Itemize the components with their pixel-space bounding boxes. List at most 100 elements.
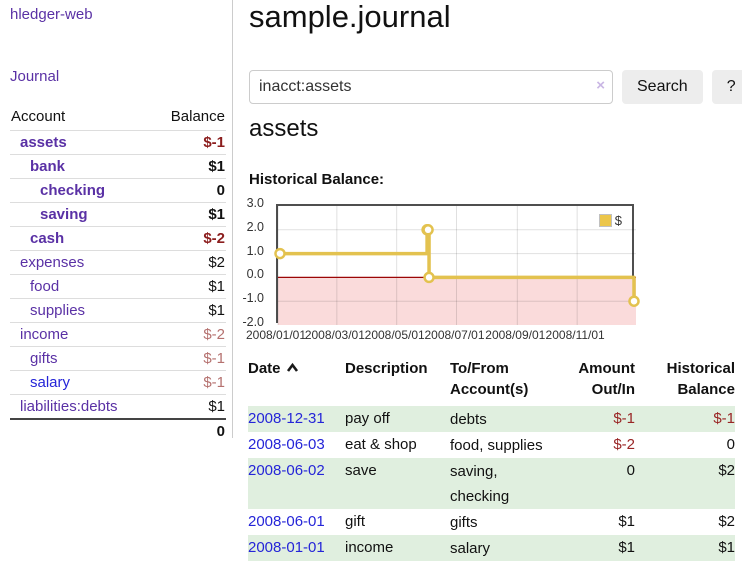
y-axis-tick-label: -1.0 bbox=[242, 291, 264, 306]
account-row: saving $1 bbox=[10, 203, 226, 227]
search-input[interactable] bbox=[249, 70, 613, 104]
account-balance: $1 bbox=[208, 398, 225, 415]
register-col-amount: Amount Out/In bbox=[578, 360, 635, 398]
register-row: 2008-01-01 income salary $1 $1 bbox=[248, 535, 735, 561]
y-axis-tick-label: 0.0 bbox=[246, 267, 264, 282]
account-link-bank[interactable]: bank bbox=[30, 158, 66, 175]
account-balance: $1 bbox=[208, 302, 225, 319]
account-row: cash $-2 bbox=[10, 227, 226, 251]
register-col-account: To/From Account(s) bbox=[450, 360, 529, 398]
account-row: bank $1 bbox=[10, 155, 226, 179]
account-link-liabilities-debts[interactable]: liabilities:debts bbox=[20, 398, 118, 415]
account-balance: $-1 bbox=[203, 350, 225, 367]
transaction-balance: 0 bbox=[726, 436, 735, 453]
chart-x-axis: 2008/01/01 2008/03/01 2008/05/01 2008/07/01… bbox=[246, 328, 634, 344]
account-balance: 0 bbox=[216, 182, 225, 199]
register-rows: 2008-12-31 pay off debts $-1 $-1 2008-06-03 ea… bbox=[248, 406, 735, 561]
account-link-assets[interactable]: assets bbox=[20, 134, 67, 151]
transaction-balance: $2 bbox=[718, 462, 735, 479]
clear-search-icon[interactable]: × bbox=[596, 77, 605, 94]
account-link-expenses[interactable]: expenses bbox=[20, 254, 85, 271]
transaction-balance: $-1 bbox=[713, 410, 735, 427]
account-link-supplies[interactable]: supplies bbox=[30, 302, 86, 319]
search-box: × bbox=[249, 70, 613, 104]
y-axis-tick-label: 2.0 bbox=[246, 219, 264, 234]
register-col-description: Description bbox=[345, 360, 428, 377]
y-axis-tick-label: 1.0 bbox=[246, 243, 264, 258]
account-link-salary[interactable]: salary bbox=[30, 374, 71, 391]
transaction-date: 2008-12-31 bbox=[248, 406, 345, 432]
transaction-date: 2008-06-02 bbox=[248, 458, 345, 509]
accounts-total-value: 0 bbox=[216, 423, 225, 440]
account-row: assets $-1 bbox=[10, 131, 226, 155]
account-balance: $-1 bbox=[203, 134, 225, 151]
transaction-date: 2008-01-01 bbox=[248, 535, 345, 561]
y-axis-tick-label: -2.0 bbox=[242, 315, 264, 329]
account-link-cash[interactable]: cash bbox=[30, 230, 65, 247]
accounts-total-row: 0 bbox=[10, 418, 226, 444]
account-link-saving[interactable]: saving bbox=[40, 206, 88, 223]
account-link-income[interactable]: income bbox=[20, 326, 69, 343]
page-title: sample.journal bbox=[249, 0, 451, 34]
transaction-date-link[interactable]: 2008-06-03 bbox=[248, 436, 325, 453]
account-balance: $1 bbox=[208, 206, 225, 223]
accounts-table-header: Account Balance bbox=[10, 104, 226, 131]
transaction-accounts: debts bbox=[450, 411, 487, 428]
chart-y-axis: 3.0 2.0 1.0 0.0 -1.0 -2.0 bbox=[232, 196, 270, 329]
x-axis-tick-label: 2008/09/01 bbox=[485, 328, 546, 342]
transaction-accounts: gifts bbox=[450, 514, 478, 531]
transaction-date-link[interactable]: 2008-12-31 bbox=[248, 410, 325, 427]
transaction-amount: $1 bbox=[618, 513, 635, 530]
transaction-balance: $2 bbox=[718, 513, 735, 530]
x-axis-tick-label: 2008/03/01 bbox=[304, 328, 365, 342]
transaction-date-link[interactable]: 2008-01-01 bbox=[248, 539, 325, 556]
x-axis-tick-label: 2008/05/01 bbox=[364, 328, 425, 342]
transaction-description: eat & shop bbox=[345, 436, 417, 453]
transaction-amount: $-2 bbox=[613, 436, 635, 453]
transaction-description: income bbox=[345, 539, 394, 556]
register-header: Date Description To/From Account(s) Amou… bbox=[248, 358, 735, 400]
transaction-description: gift bbox=[345, 513, 366, 530]
chart-legend: $ bbox=[598, 213, 622, 228]
sidebar-item-journal[interactable]: Journal bbox=[10, 68, 60, 85]
transaction-accounts: saving, checking bbox=[450, 463, 510, 505]
search-help-button[interactable]: ? bbox=[711, 70, 742, 104]
register-col-balance: Historical Balance bbox=[666, 360, 735, 398]
search-form: × Search ? bbox=[249, 70, 742, 104]
account-row: income $-2 bbox=[10, 323, 226, 347]
transaction-date: 2008-06-03 bbox=[248, 432, 345, 458]
account-link-checking[interactable]: checking bbox=[40, 182, 106, 199]
accounts-rows: assets $-1 bank $1 checking 0 saving $1 cash $-2 e… bbox=[10, 131, 226, 418]
transaction-description: pay off bbox=[345, 410, 390, 427]
sidebar: hledger-web Journal Account Balance asse… bbox=[0, 0, 233, 440]
search-button[interactable]: Search bbox=[622, 70, 703, 104]
transaction-balance: $1 bbox=[718, 539, 735, 556]
transaction-amount: $-1 bbox=[613, 410, 635, 427]
chart-plot-area bbox=[274, 206, 640, 325]
register-col-date-label: Date bbox=[248, 360, 281, 377]
y-axis-tick-label: 3.0 bbox=[246, 196, 264, 210]
legend-label: $ bbox=[614, 213, 622, 228]
account-link-gifts[interactable]: gifts bbox=[30, 350, 58, 367]
x-axis-tick-label: 2008/11/01 bbox=[545, 328, 605, 342]
sort-ascending-icon bbox=[286, 362, 298, 372]
transaction-date-link[interactable]: 2008-06-02 bbox=[248, 462, 325, 479]
account-row: salary $-1 bbox=[10, 371, 226, 395]
account-row: liabilities:debts $1 bbox=[10, 395, 226, 418]
transaction-amount: $1 bbox=[618, 539, 635, 556]
account-balance: $2 bbox=[208, 254, 225, 271]
brand-link[interactable]: hledger-web bbox=[10, 6, 93, 23]
x-axis-tick-label: 2008/07/01 bbox=[424, 328, 485, 342]
register-row: 2008-12-31 pay off debts $-1 $-1 bbox=[248, 406, 735, 432]
account-balance: $-2 bbox=[203, 326, 225, 343]
transaction-date-link[interactable]: 2008-06-01 bbox=[248, 513, 325, 530]
account-link-food[interactable]: food bbox=[30, 278, 60, 295]
x-axis-tick-label: 2008/01/01 bbox=[245, 328, 307, 342]
register-col-date[interactable]: Date bbox=[248, 358, 345, 400]
account-row: supplies $1 bbox=[10, 299, 226, 323]
accounts-col-account: Account bbox=[11, 108, 66, 125]
transaction-accounts: food, supplies bbox=[450, 437, 543, 454]
account-balance: $-1 bbox=[203, 374, 225, 391]
accounts-table: Account Balance assets $-1 bank $1 checking 0… bbox=[10, 104, 226, 444]
